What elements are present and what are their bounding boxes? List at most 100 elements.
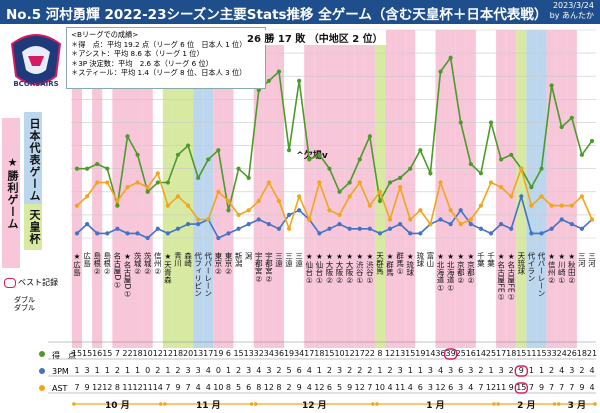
game-band-win: [253, 30, 264, 348]
month-label: 1 月: [426, 400, 444, 411]
point-ast: [115, 198, 120, 204]
point-3pm: [468, 222, 473, 227]
value-pts: 16: [466, 349, 476, 358]
value-pts: 25: [456, 349, 466, 358]
point-3pm: [216, 235, 221, 241]
value-tp: 3: [499, 366, 504, 375]
opponent-label: 天群馬: [375, 252, 384, 276]
point-3pm: [357, 226, 362, 231]
value-ast: 3: [428, 383, 433, 392]
value-tp: 4: [256, 366, 261, 375]
point-3pm: [448, 222, 453, 227]
point-ast: [105, 180, 110, 185]
point-pts: [408, 166, 413, 171]
game-band-win: [263, 30, 274, 348]
value-ast: 4: [468, 383, 473, 392]
point-3pm: [246, 222, 251, 227]
title-bar: No.5 河村勇輝 2022-23シーズン主要Stats推移 全ゲーム（含む天皇…: [0, 0, 600, 24]
opponent-label: ★広島: [72, 252, 81, 277]
value-ast: 4: [196, 383, 201, 392]
value-tp: 1: [418, 366, 423, 375]
best-record-marker: [514, 382, 529, 394]
value-pts: 15: [324, 349, 334, 358]
series-line-pts: [77, 55, 593, 211]
value-tp: 1: [95, 366, 100, 375]
value-ast: 9: [539, 383, 544, 392]
game-band-win: [223, 30, 234, 348]
value-ast: 14: [153, 383, 163, 392]
point-ast: [387, 217, 393, 222]
point-pts: [135, 152, 140, 157]
point-3pm: [226, 231, 231, 236]
opponent-label: ★天青森: [163, 252, 172, 285]
game-band-emperor: [516, 30, 527, 348]
point-pts: [509, 152, 514, 157]
opponent-label: ★北海道①: [446, 252, 455, 293]
value-pts: 26: [567, 349, 577, 358]
game-band-win: [455, 30, 466, 348]
value-ast: 8: [115, 383, 120, 392]
logo-text: BCORSAIRS: [13, 80, 59, 88]
value-ast: 4: [589, 383, 594, 392]
value-pts: 39: [446, 349, 456, 358]
point-3pm: [185, 222, 191, 227]
opponent-label: ★琉球: [405, 252, 414, 276]
game-band-win: [445, 30, 456, 348]
point-pts: [297, 78, 302, 83]
stats-line-stl: ＊スティール：平均 1.4（リーグ 8 位、日本人 3 位）: [71, 68, 247, 78]
game-band-win: [132, 30, 143, 348]
value-tp: 2: [276, 366, 281, 375]
point-3pm: [175, 226, 181, 231]
value-ast: 11: [496, 383, 506, 392]
point-ast: [347, 194, 352, 199]
game-band-win: [384, 30, 396, 348]
value-pts: 18: [506, 349, 516, 358]
value-pts: 24: [557, 349, 567, 358]
value-tp: 2: [579, 366, 584, 375]
point-3pm: [165, 231, 170, 236]
value-tp: 4: [438, 366, 443, 375]
value-ast: 2: [287, 383, 292, 392]
point-3pm: [145, 235, 150, 241]
opponent-label: 群馬①: [395, 251, 404, 276]
point-pts: [185, 143, 191, 148]
point-pts: [155, 180, 160, 185]
point-pts: [327, 166, 332, 171]
point-3pm: [95, 231, 100, 236]
value-pts: 6: [226, 349, 231, 358]
value-ast: 9: [579, 383, 584, 392]
value-tp: 6: [458, 366, 463, 375]
legend-best-label: ベスト記録: [18, 278, 59, 287]
point-ast: [519, 166, 524, 171]
month-arrow-end: [492, 402, 496, 406]
month-label: 11 月: [196, 400, 221, 411]
month-arrow-end: [593, 402, 597, 406]
value-tp: 2: [357, 366, 362, 375]
point-3pm: [529, 231, 534, 236]
value-tp: 2: [509, 366, 514, 375]
game-band-win: [344, 30, 355, 348]
date-block: 2023/3/24 by あんたか: [550, 1, 594, 21]
value-pts: 8: [377, 349, 382, 358]
game-band-emperor: [162, 30, 173, 348]
point-ast: [165, 203, 170, 208]
month-arrow-end: [163, 402, 167, 406]
value-ast: 12: [486, 383, 496, 392]
value-tp: 1: [317, 366, 322, 375]
value-pts: 18: [132, 349, 142, 358]
point-ast: [367, 203, 372, 208]
value-ast: 8: [226, 383, 231, 392]
point-3pm: [458, 208, 463, 213]
value-ast: 15: [516, 383, 526, 392]
point-pts: [276, 69, 282, 74]
brex-helmet-logo: BCORSAIRS: [6, 30, 66, 92]
value-ast: 9: [85, 383, 90, 392]
value-ast: 12: [355, 383, 365, 392]
value-pts: 33: [547, 349, 557, 358]
point-pts: [589, 138, 595, 144]
value-ast: 6: [246, 383, 251, 392]
opponent-label: ★群馬: [385, 252, 394, 277]
opponent-label: ★京都②: [456, 252, 465, 285]
value-pts: 22: [122, 349, 132, 358]
date-text: 2023/3/24: [552, 1, 594, 10]
